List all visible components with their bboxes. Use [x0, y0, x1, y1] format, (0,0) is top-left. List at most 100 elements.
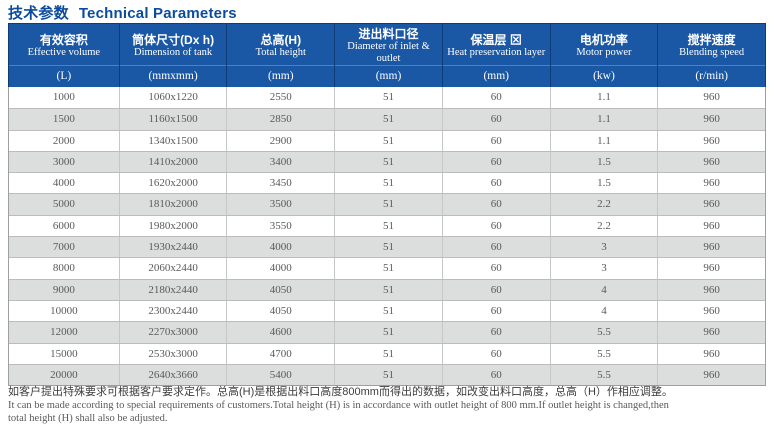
table-cell: 6000	[52, 219, 75, 232]
column-header-en: Effective volume	[27, 46, 101, 58]
table-cell: 2270x3000	[118, 322, 227, 343]
table-cell: 60	[441, 194, 550, 215]
table-cell: 1060x1220	[118, 87, 227, 109]
table-cell: 15000	[50, 347, 78, 360]
table-cell: 3400	[226, 151, 334, 173]
table-cell: 51	[334, 215, 442, 237]
table-row: 9000 2180x2440 4050 51 60 4 960	[9, 278, 765, 300]
table-cell: 20000	[50, 368, 78, 381]
table-cell: 51	[334, 151, 442, 173]
table-cell: 51	[334, 194, 442, 215]
column-header-2: 总高(H) Total height (mm)	[226, 24, 335, 87]
table-cell: 60	[441, 87, 550, 109]
table-cell: 51	[334, 87, 442, 109]
table-row: 2000 1340x1500 2900 51 60 1.1 960	[9, 129, 765, 151]
table-cell: 1.5	[549, 173, 658, 194]
table-cell: 3	[549, 258, 658, 279]
table-cell: 4000	[226, 258, 334, 279]
table-cell: 2300x2440	[118, 300, 227, 322]
table-cell: 960	[657, 109, 765, 130]
table-cell: 60	[441, 343, 550, 364]
table-row: 10000 2300x2440 4050 51 60 4 960	[9, 299, 765, 322]
table-cell: 9000	[52, 283, 75, 296]
table-row: 20000 2640x3660 5400 51 60 5.5 960	[9, 363, 765, 386]
table-cell: 51	[334, 173, 442, 194]
table-cell: 60	[441, 237, 550, 258]
column-header-unit: (mmxmm)	[148, 70, 198, 82]
table-row: 12000 2270x3000 4600 51 60 5.5 960	[9, 321, 765, 343]
table-cell: 51	[334, 364, 442, 386]
table-cell: 960	[657, 173, 765, 194]
column-header-name: 进出料口径 Diameter of inlet & outlet	[335, 24, 442, 65]
table-cell: 960	[657, 130, 765, 151]
table-cell: 60	[441, 109, 550, 130]
column-header-en: Total height	[255, 46, 306, 58]
table-cell: 1980x2000	[118, 215, 227, 237]
table-cell: 60	[441, 364, 550, 386]
table-cell: 5.5	[549, 322, 658, 343]
table-cell: 5.5	[549, 343, 658, 364]
table-cell: 8000	[52, 262, 75, 275]
table-cell: 4700	[226, 343, 334, 364]
table-cell: 2060x2440	[118, 258, 227, 279]
column-header-6: 搅拌速度 Blending speed (r/min)	[657, 24, 766, 87]
table-cell: 5400	[226, 364, 334, 386]
column-header-name: 筒体尺寸(Dx h) Dimension of tank	[120, 24, 227, 65]
table-cell: 3550	[226, 215, 334, 237]
table-cell: 960	[657, 258, 765, 279]
table-cell: 4000	[226, 237, 334, 258]
table-cell: 1160x1500	[118, 109, 227, 130]
table-cell: 3000	[52, 155, 75, 168]
table-cell: 3450	[226, 173, 334, 194]
table-cell: 1810x2000	[118, 194, 227, 215]
footnote-en-line2: total height (H) shall also be adjusted.	[8, 412, 168, 424]
page-title-zh: 技术参数	[8, 5, 69, 22]
table-cell: 1.1	[549, 109, 658, 130]
header-divider-line	[119, 65, 227, 66]
footnotes: 如客户提出特殊要求可根据客户要求定作。总高(H)是根据出料口高度800mm而得出…	[8, 385, 774, 425]
header-divider-line	[335, 65, 442, 66]
column-header-en: Dimension of tank	[133, 46, 213, 58]
column-header-5: 电机功率 Motor power (kw)	[549, 24, 658, 87]
footnote-zh: 如客户提出特殊要求可根据客户要求定作。总高(H)是根据出料口高度800mm而得出…	[8, 386, 673, 398]
column-header-3: 进出料口径 Diameter of inlet & outlet (mm)	[334, 24, 442, 87]
header-divider-line	[658, 65, 766, 66]
table-body: 1000 1060x1220 2550 51 60 1.1 960 1500 1160x1500…	[8, 87, 766, 387]
column-header-zh: 有效容积	[39, 32, 88, 47]
column-header-4: 保温层 ⊠ Heat preservation layer (mm)	[441, 24, 550, 87]
column-header-zh: 搅拌速度	[687, 32, 736, 47]
table-cell: 7000	[52, 241, 75, 254]
table-cell: 1.1	[549, 130, 658, 151]
column-header-en: Diameter of inlet & outlet	[347, 40, 430, 64]
table-header-row: 有效容积 Effective volume (L) 筒体尺寸(Dx h) Dimensi…	[8, 23, 766, 87]
table-cell: 2180x2440	[118, 279, 227, 300]
column-header-en: Heat preservation layer	[447, 46, 546, 58]
table-cell: 12000	[50, 326, 78, 339]
table-cell: 3500	[226, 194, 334, 215]
column-header-1: 筒体尺寸(Dx h) Dimension of tank (mmxmm)	[118, 24, 227, 87]
column-header-0: 有效容积 Effective volume (L)	[9, 24, 119, 87]
table-cell: 1000	[52, 91, 75, 103]
footnote-en-line1: It can be made according to special requ…	[8, 400, 669, 411]
table-row: 4000 1620x2000 3450 51 60 1.5 960	[9, 172, 765, 194]
table-cell: 60	[441, 279, 550, 300]
column-header-en: Motor power	[576, 46, 632, 58]
table-row: 5000 1810x2000 3500 51 60 2.2 960	[9, 193, 765, 215]
table-cell: 4050	[226, 279, 334, 300]
table-cell: 1410x2000	[118, 151, 227, 173]
page-title-en: Technical Parameters	[78, 5, 237, 22]
table-cell: 4	[549, 300, 658, 322]
header-divider-line	[227, 65, 335, 66]
column-header-unit: (mm)	[483, 70, 509, 82]
table-cell: 60	[441, 215, 550, 237]
table-cell: 51	[334, 343, 442, 364]
table-cell: 2850	[226, 109, 334, 130]
table-cell: 60	[441, 322, 550, 343]
table-cell: 1500	[52, 113, 75, 126]
table-cell: 51	[334, 322, 442, 343]
table-row: 3000 1410x2000 3400 51 60 1.5 960	[9, 150, 765, 173]
column-header-name: 搅拌速度 Blending speed	[658, 24, 765, 65]
table-cell: 960	[657, 322, 765, 343]
table-cell: 1620x2000	[118, 173, 227, 194]
